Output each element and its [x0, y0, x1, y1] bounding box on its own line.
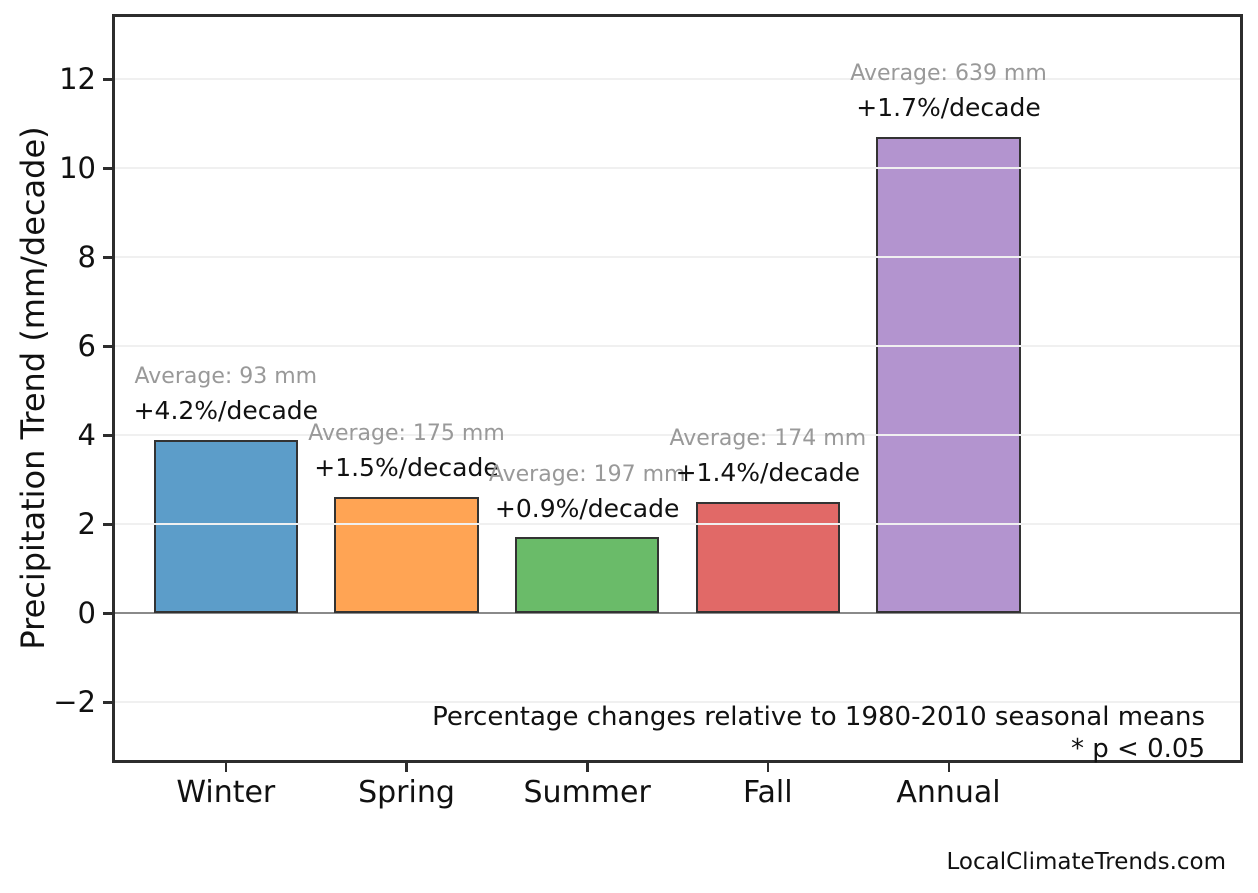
- x-tick-mark: [586, 763, 589, 772]
- y-tick-label-8: 8: [77, 240, 96, 275]
- y-tick-mark: [103, 345, 112, 348]
- bar-annotation-spring: Average: 175 mm +1.5%/decade: [308, 417, 505, 485]
- y-tick-mark: [103, 701, 112, 704]
- annotation-percent: +4.2%/decade: [133, 395, 319, 425]
- y-tick-mark: [103, 523, 112, 526]
- zero-line: [112, 612, 1243, 615]
- plot-area: Average: 93 mm +4.2%/decade Average: 175 m…: [112, 14, 1243, 765]
- y-tick-mark: [103, 434, 112, 437]
- annotation-average: Average: 639 mm: [850, 61, 1047, 87]
- x-tick-mark: [947, 763, 950, 772]
- y-tick-label-6: 6: [77, 329, 96, 364]
- bar-summer: [514, 537, 660, 614]
- gridline-y12: [112, 78, 1243, 81]
- y-tick-mark: [103, 167, 112, 170]
- x-tick-label-spring: Spring: [358, 775, 455, 810]
- y-tick-mark: [103, 612, 112, 615]
- bar-annotation-winter: Average: 93 mm +4.2%/decade: [134, 360, 318, 428]
- y-tick-mark: [103, 256, 112, 259]
- y-tick-label-12: 12: [59, 62, 96, 97]
- y-tick-mark: [103, 78, 112, 81]
- annotation-average: Average: 174 mm: [669, 425, 867, 451]
- x-tick-mark: [766, 763, 770, 772]
- bar-winter: [153, 439, 299, 614]
- y-tick-label-4: 4: [77, 418, 96, 453]
- y-tick-label-2: 2: [77, 507, 96, 542]
- x-tick-label-annual: Annual: [896, 775, 1001, 810]
- y-tick-label-0: 0: [77, 596, 96, 631]
- bar-annotation-annual: Average: 639 mm +1.7%/decade: [850, 57, 1047, 125]
- annotation-average: Average: 93 mm: [134, 363, 318, 389]
- footnote: Percentage changes relative to 1980-2010…: [432, 701, 1205, 765]
- x-tick-mark: [224, 763, 228, 772]
- y-tick-label-10: 10: [59, 151, 96, 186]
- annotation-percent: +0.9%/decade: [494, 493, 680, 523]
- bar-annual: [876, 137, 1021, 614]
- watermark: LocalClimateTrends.com: [946, 849, 1226, 875]
- bar-annotation-fall: Average: 174 mm +1.4%/decade: [670, 422, 867, 490]
- footnote-line-2: * p < 0.05: [1071, 734, 1205, 764]
- x-tick-label-fall: Fall: [743, 775, 793, 810]
- bar-spring: [334, 497, 479, 614]
- annotation-average: Average: 197 mm: [488, 461, 686, 487]
- gridline-y6: [112, 345, 1243, 348]
- gridline-y10: [112, 167, 1243, 170]
- x-tick-label-summer: Summer: [523, 775, 651, 810]
- annotation-percent: +1.4%/decade: [675, 457, 861, 487]
- bar-fall: [695, 501, 841, 614]
- annotation-percent: +1.7%/decade: [856, 93, 1041, 123]
- y-tick-label--2: −2: [53, 685, 96, 720]
- x-tick-mark: [405, 763, 408, 772]
- footnote-line-1: Percentage changes relative to 1980-2010…: [432, 702, 1205, 732]
- annotation-percent: +1.5%/decade: [314, 453, 499, 483]
- bar-annotation-summer: Average: 197 mm +0.9%/decade: [489, 458, 686, 526]
- annotation-average: Average: 175 mm: [308, 421, 505, 447]
- y-axis-title: Precipitation Trend (mm/decade): [14, 126, 52, 650]
- x-tick-label-winter: Winter: [176, 775, 276, 810]
- gridline-y8: [112, 256, 1243, 259]
